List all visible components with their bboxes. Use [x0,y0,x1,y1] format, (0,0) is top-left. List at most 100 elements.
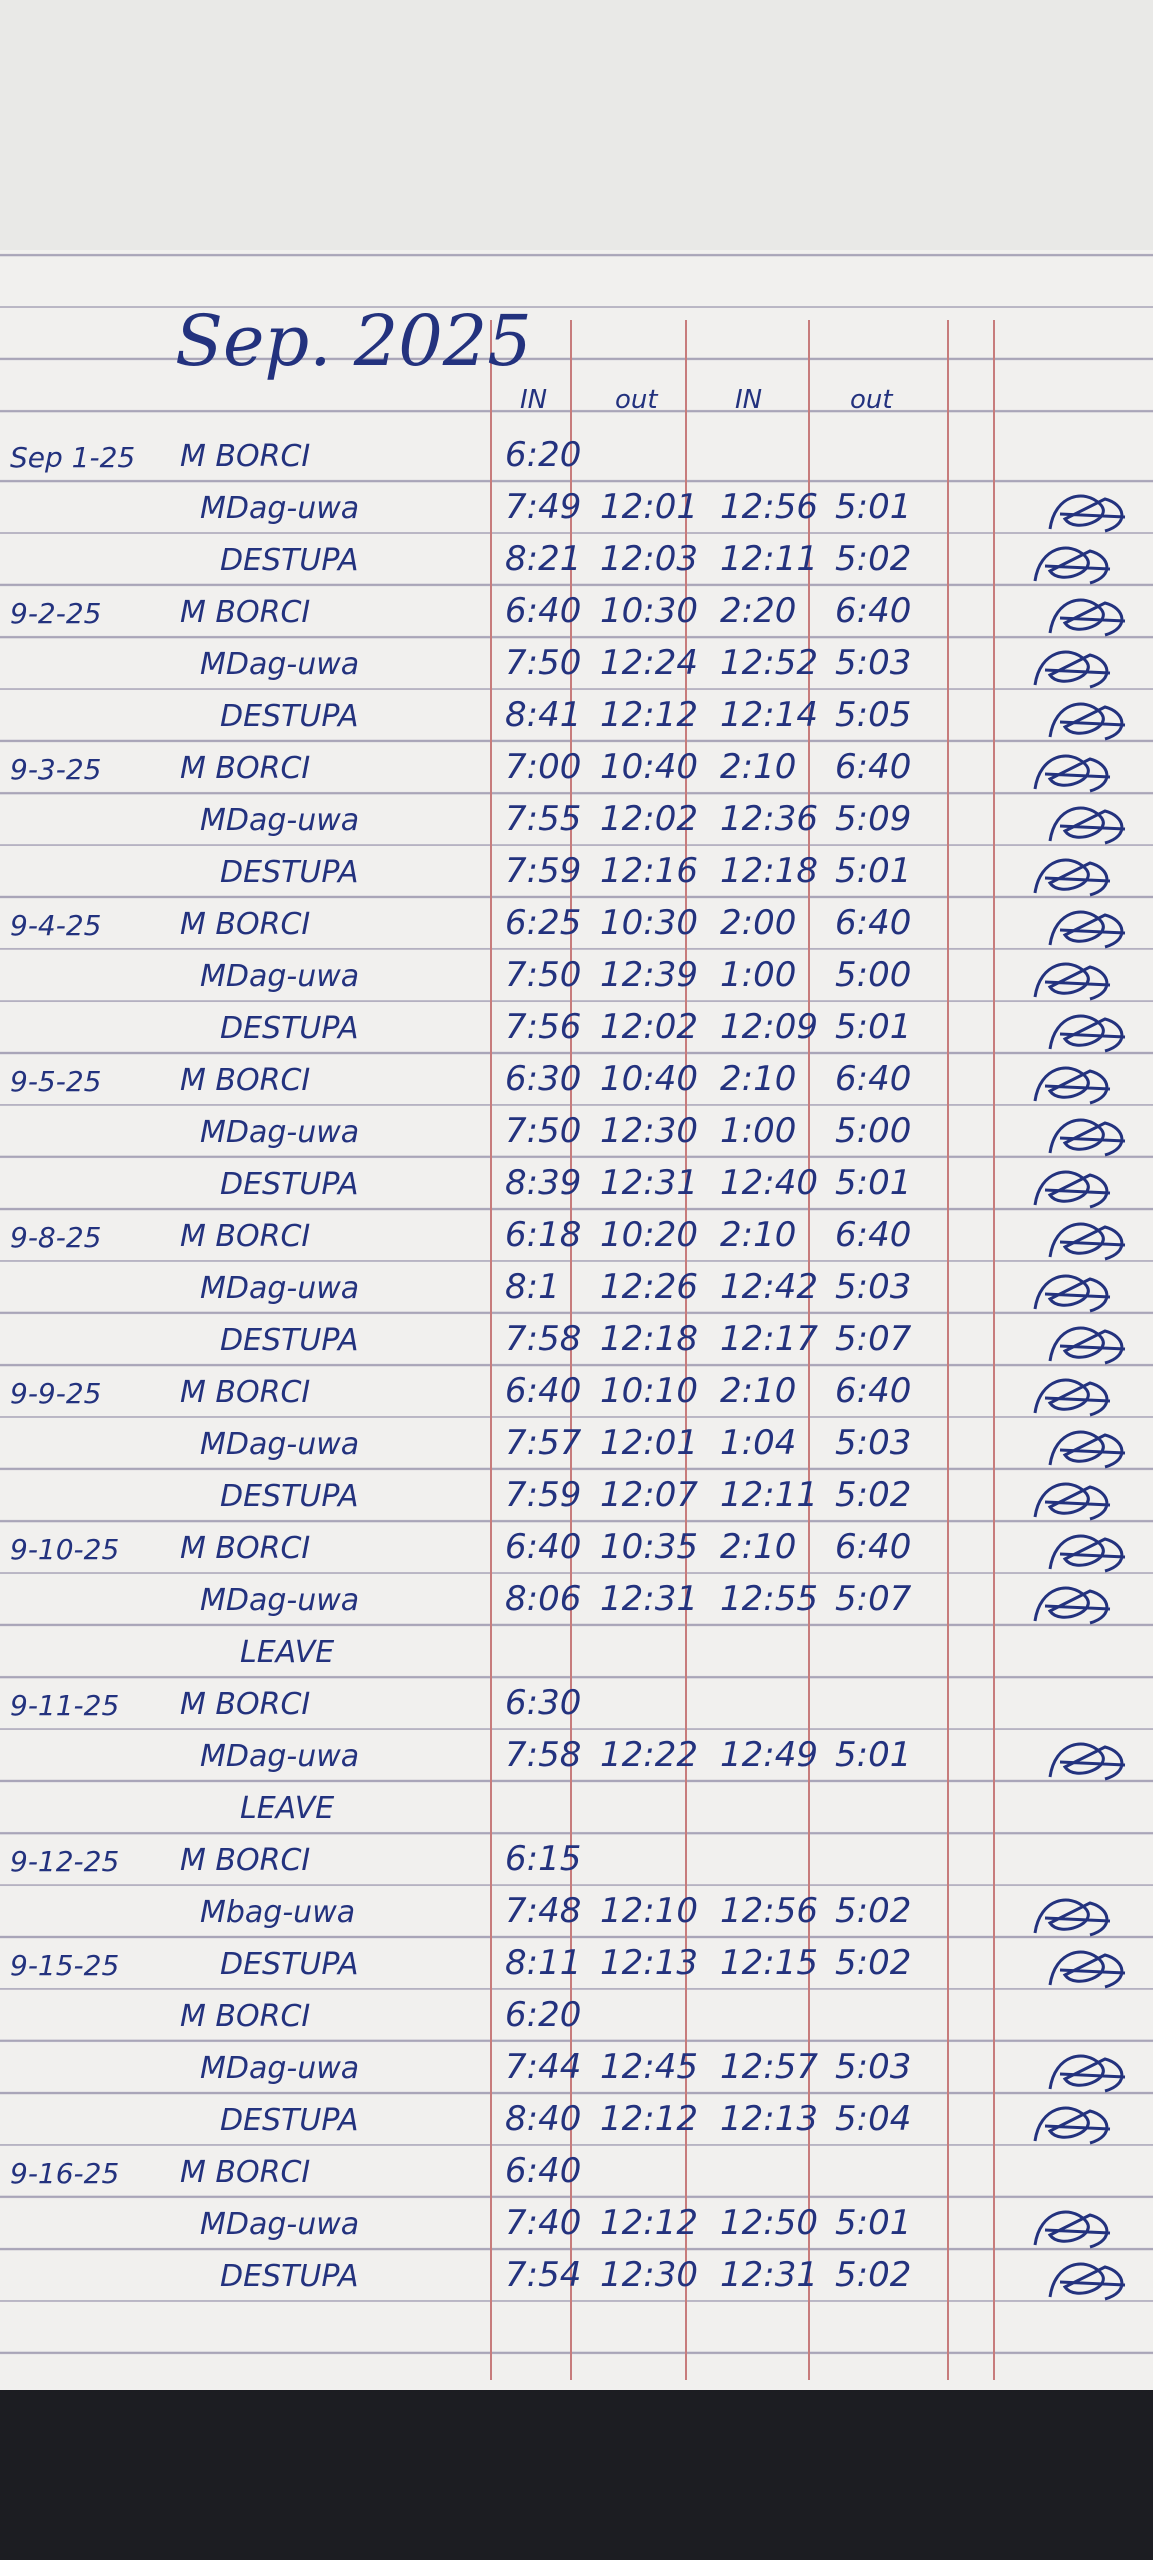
row-name: M BORCI [180,1999,311,2034]
column-line [808,320,810,2380]
row-name: MDag-uwa [200,1271,360,1306]
time-entry: 12:26 [600,1267,698,1307]
time-entry: 12:11 [720,539,818,579]
signature-stroke [1048,1430,1126,1469]
time-entry: 6:40 [505,2151,582,2191]
time-entry: 12:55 [720,1579,818,1619]
time-entry: 1:00 [720,1111,797,1151]
time-entry: 10:30 [600,903,698,943]
time-entry: 6:40 [835,1215,912,1255]
signature-stroke [1033,546,1111,585]
time-entry: 7:57 [505,1423,582,1463]
row-name: M BORCI [180,1843,311,1878]
row-name: DESTUPA [220,1011,359,1046]
time-entry: 12:03 [600,539,698,579]
time-entry: 6:40 [835,903,912,943]
signature-stroke [1033,1170,1111,1209]
signature-stroke [1033,1378,1111,1417]
row-name: DESTUPA [220,543,359,578]
signature [1033,2106,1111,2145]
time-entry: 12:15 [720,1943,818,1983]
time-entry: 6:40 [505,1371,582,1411]
row-name: M BORCI [180,1531,311,1566]
time-entry: 12:49 [720,1735,818,1775]
column-line [490,320,492,2380]
time-entry: 12:18 [600,1319,698,1359]
signature [1048,1430,1126,1469]
signature [1033,1066,1111,1105]
signature-stroke [1048,598,1126,637]
time-entry: 6:18 [505,1215,582,1255]
signature-stroke [1033,1898,1111,1937]
signature-stroke [1048,1742,1126,1781]
paper [0,250,1153,2400]
time-entry: 5:05 [835,695,912,735]
time-entry: 12:10 [600,1891,698,1931]
row-name: MDag-uwa [200,2207,360,2242]
signature-stroke [1048,1222,1126,1261]
time-entry: 7:59 [505,851,582,891]
time-entry: 5:04 [835,2099,912,2139]
signature [1048,1534,1126,1573]
column-header: IN [520,385,548,415]
time-entry: 7:50 [505,643,582,683]
time-entry: 10:30 [600,591,698,631]
signature [1048,598,1126,637]
row-name: LEAVE [240,1791,335,1826]
row-name: DESTUPA [220,699,359,734]
signature-stroke [1033,650,1111,689]
signature [1048,1950,1126,1989]
signature [1048,806,1126,845]
time-entry: 5:03 [835,1423,912,1463]
row-date: 9-11-25 [10,1689,120,1722]
time-entry: 12:18 [720,851,818,891]
time-entry: 12:30 [600,2255,698,2295]
background-fabric [0,2390,1153,2560]
time-entry: 12:13 [720,2099,818,2139]
time-entry: 5:01 [835,851,912,891]
time-entry: 5:01 [835,487,912,527]
time-entry: 5:01 [835,1163,912,1203]
time-entry: 6:40 [835,1059,912,1099]
time-entry: 12:45 [600,2047,698,2087]
time-entry: 6:40 [835,1371,912,1411]
time-entry: 12:16 [600,851,698,891]
signature-stroke [1048,1118,1126,1157]
time-entry: 2:10 [720,1527,797,1567]
time-entry: 12:31 [720,2255,818,2295]
signature-stroke [1033,962,1111,1001]
time-entry: 7:58 [505,1319,582,1359]
time-entry: 12:12 [600,2099,698,2139]
time-entry: 12:56 [720,1891,818,1931]
time-entry: 6:40 [835,1527,912,1567]
time-entry: 7:49 [505,487,582,527]
row-name: M BORCI [180,751,311,786]
time-entry: 12:22 [600,1735,698,1775]
time-entry: 12:12 [600,2203,698,2243]
row-name: M BORCI [180,1063,311,1098]
time-entry: 12:56 [720,487,818,527]
time-entry: 6:40 [835,747,912,787]
time-entry: 6:30 [505,1059,582,1099]
time-entry: 2:10 [720,1215,797,1255]
signature-stroke [1033,1482,1111,1521]
row-date: 9-5-25 [10,1065,102,1098]
column-header: IN [735,385,763,415]
row-date: 9-2-25 [10,597,102,630]
signature-stroke [1048,1014,1126,1053]
row-date: 9-15-25 [10,1949,120,1982]
time-entry: 8:06 [505,1579,582,1619]
time-entry: 12:24 [600,643,698,683]
signature [1033,962,1111,1001]
row-date: 9-16-25 [10,2157,120,2190]
signature [1033,2210,1111,2249]
signature [1033,1378,1111,1417]
signature-stroke [1033,858,1111,897]
row-name: MDag-uwa [200,959,360,994]
time-entry: 2:10 [720,1371,797,1411]
row-name: MDag-uwa [200,647,360,682]
time-entry: 5:02 [835,539,912,579]
time-entry: 12:11 [720,1475,818,1515]
time-entry: 12:42 [720,1267,818,1307]
row-date: 9-3-25 [10,753,102,786]
